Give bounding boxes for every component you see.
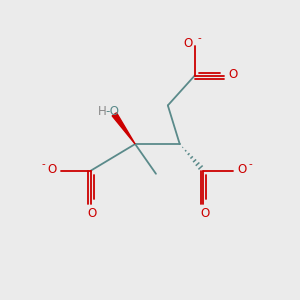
Text: O: O xyxy=(87,206,97,220)
Text: H: H xyxy=(98,106,106,118)
Text: O: O xyxy=(200,206,210,220)
Text: O: O xyxy=(238,163,247,176)
Text: -: - xyxy=(42,159,46,169)
Text: -: - xyxy=(197,34,201,44)
Polygon shape xyxy=(112,113,135,144)
Text: O: O xyxy=(183,37,193,50)
Text: O: O xyxy=(47,163,56,176)
Text: -O: -O xyxy=(106,106,120,118)
Text: -: - xyxy=(249,159,252,169)
Text: O: O xyxy=(229,68,238,81)
